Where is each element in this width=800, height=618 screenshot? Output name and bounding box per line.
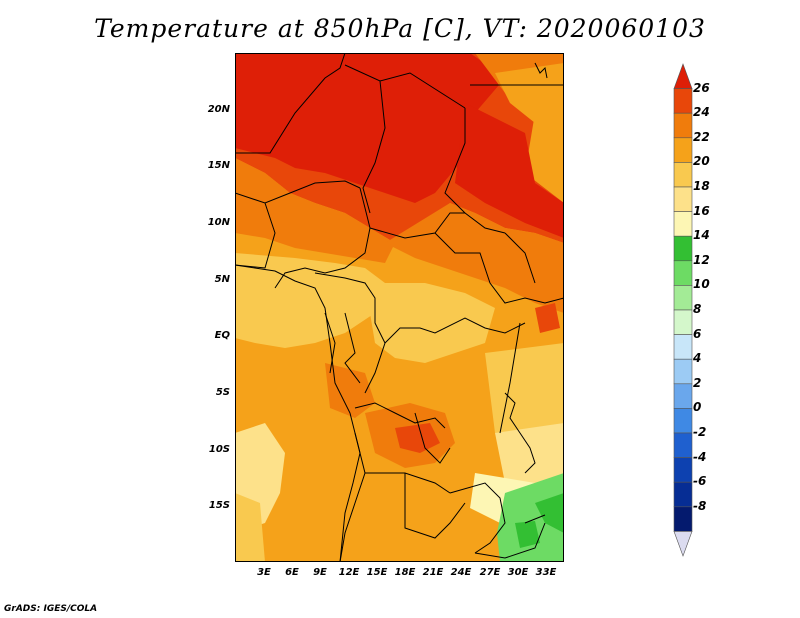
colorbar-label: 8 [693,302,702,316]
colorbar-segment [673,260,693,286]
colorbar-segment [673,137,693,163]
colorbar-label: 10 [693,277,710,292]
colorbar-segment [673,309,693,335]
colorbar-label: -4 [693,449,707,464]
lon-label: 6E [285,567,299,578]
colorbar-label: 6 [693,326,702,341]
colorbar-segment [673,457,693,483]
lon-label: 18E [394,567,416,578]
temperature-map [235,53,564,562]
colorbar-segment [673,235,693,262]
colorbar-label: 4 [693,351,702,366]
lat-label: 10N [207,217,230,228]
colorbar-segment [673,285,693,311]
colorbar-label: -8 [693,498,707,513]
colorbar-label: 24 [693,105,710,120]
colorbar-segment [673,432,693,458]
colorbar-segment [673,383,693,409]
lon-label: 21E [422,567,444,578]
map-border [235,53,564,562]
lat-label: 5N [214,274,230,285]
lon-label: 33E [535,567,557,578]
lon-label: 15E [366,567,388,578]
lon-label: 9E [313,567,327,578]
lon-label: 24E [450,567,472,578]
lon-label: 12E [338,567,360,578]
colorbar-label: 26 [693,80,710,95]
colorbar-label: 20 [693,154,710,169]
lon-label: 27E [479,567,501,578]
colorbar-segment [673,211,693,237]
colorbar-segment [673,186,693,212]
colorbar-segment [673,481,693,508]
colorbar-segment [673,63,693,89]
credit-text: GrADS: IGES/COLA [4,604,98,614]
colorbar-label: 14 [693,228,710,243]
coastlines [235,62,548,562]
colorbar-segment [673,162,693,188]
lat-label: 5S [215,387,230,398]
colorbar-segment [673,531,693,557]
map-title: Temperature at 850hPa [C], VT: 202006010… [94,14,706,43]
lon-label: 30E [507,567,529,578]
lat-label: EQ [214,330,230,341]
colorbar [673,63,693,557]
colorbar-segment [673,112,693,139]
colorbar-label: -6 [693,474,707,489]
lat-label: 15N [207,160,230,171]
colorbar-label: 22 [693,129,710,144]
colorbar-label: 0 [693,400,702,415]
colorbar-label: 12 [693,252,710,267]
colorbar-segment [673,358,693,385]
colorbar-segment [673,506,693,532]
colorbar-label: 16 [693,203,710,218]
colorbar-label: 18 [693,179,710,193]
country-borders [235,53,564,562]
colorbar-label: 2 [693,375,702,390]
lat-label: 20N [207,104,230,115]
lat-label: 10S [208,444,230,455]
colorbar-segment [673,408,693,434]
lat-label: 15S [208,500,230,511]
colorbar-label: -2 [693,425,707,439]
colorbar-segment [673,334,693,360]
lon-label: 3E [257,567,271,578]
colorbar-segment [673,88,693,114]
